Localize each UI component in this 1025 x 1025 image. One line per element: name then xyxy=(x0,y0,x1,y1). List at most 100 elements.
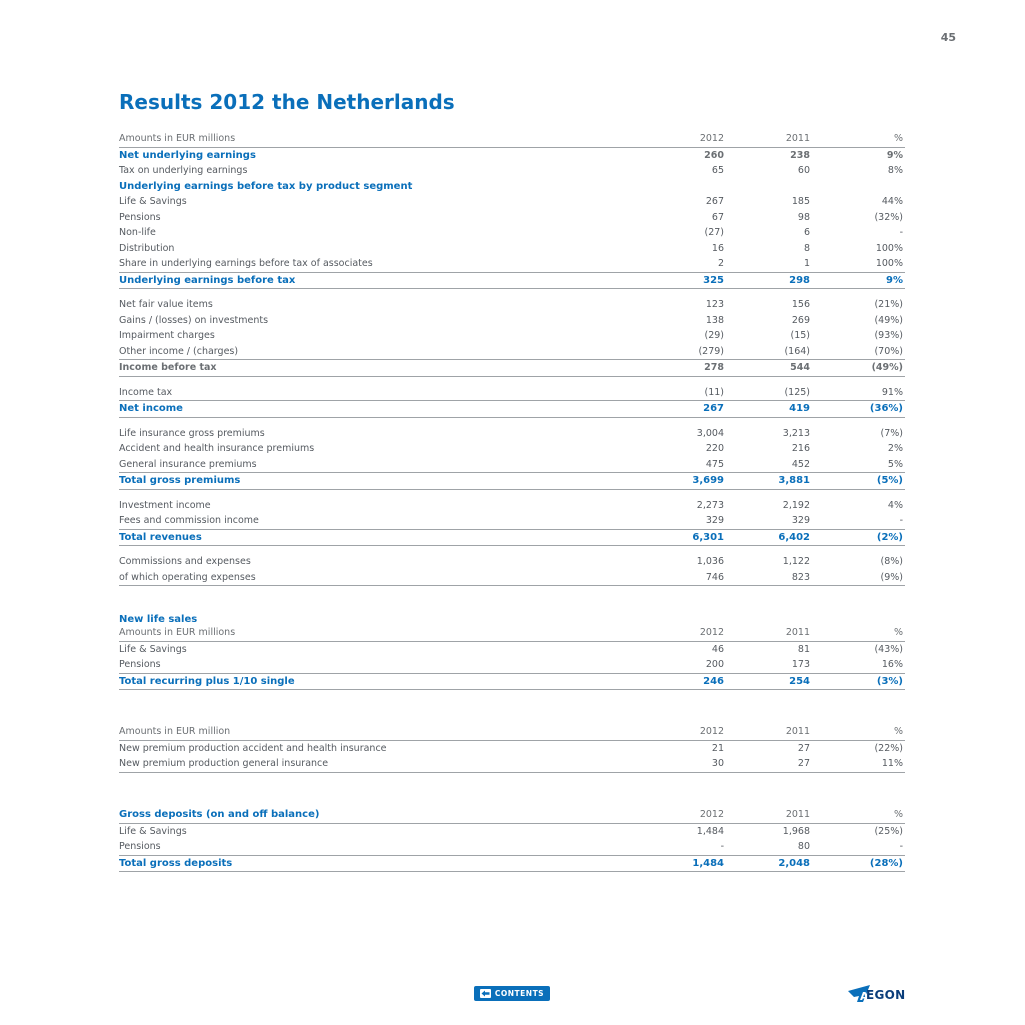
table-row-total: Total gross deposits 1,484 2,048 (28%) xyxy=(119,855,905,872)
row-2012: (279) xyxy=(639,343,724,360)
table-row: Pensions 200 173 16% xyxy=(119,657,905,674)
table-row: Life & Savings 1,484 1,968 (25%) xyxy=(119,823,905,839)
header-2011: 2011 xyxy=(724,807,810,824)
header-2012: 2012 xyxy=(639,131,724,148)
row-pct: (2%) xyxy=(810,529,905,546)
row-pct: (9%) xyxy=(810,569,905,586)
row-pct: - xyxy=(899,227,903,239)
row-2011: 269 xyxy=(791,314,810,326)
table-header-row: Amounts in EUR millions 2012 2011 % xyxy=(119,625,905,642)
row-label: Net fair value items xyxy=(119,299,213,311)
row-2012: - xyxy=(639,839,724,856)
table-header-row: Amounts in EUR million 2012 2011 % xyxy=(119,724,905,741)
row-2012: 21 xyxy=(711,742,724,754)
row-2012: 65 xyxy=(711,165,724,177)
row-2012: 278 xyxy=(639,359,724,377)
row-2011: (125) xyxy=(724,384,810,401)
results-table: Amounts in EUR millions 2012 2011 % Net … xyxy=(119,131,905,586)
table-row: Underlying earnings before tax by produc… xyxy=(119,179,905,195)
row-2011: 1 xyxy=(724,256,810,273)
row-2011: 80 xyxy=(724,839,810,856)
row-label: Net underlying earnings xyxy=(119,149,256,161)
row-2012: 220 xyxy=(705,443,724,455)
row-label: Income before tax xyxy=(119,359,639,377)
row-pct: 4% xyxy=(887,499,903,511)
row-label: Other income / (charges) xyxy=(119,343,639,360)
table-row: Accident and health insurance premiums 2… xyxy=(119,441,905,457)
row-2012: 30 xyxy=(639,756,724,773)
table-row: Distribution 16 8 100% xyxy=(119,241,905,257)
table-row-total: Underlying earnings before tax 325 298 9… xyxy=(119,272,905,289)
table-row: Pensions 67 98 (32%) xyxy=(119,210,905,226)
row-label: Accident and health insurance premiums xyxy=(119,443,315,455)
header-label: Gross deposits (on and off balance) xyxy=(119,807,639,824)
header-label: Amounts in EUR millions xyxy=(119,625,639,642)
header-label: Amounts in EUR million xyxy=(119,724,639,741)
row-label: Pensions xyxy=(119,211,161,223)
spacer-row xyxy=(119,376,905,385)
row-label: Non-life xyxy=(119,227,156,239)
row-pct: 11% xyxy=(810,756,905,773)
row-label: Life & Savings xyxy=(119,825,187,837)
row-pct: 44% xyxy=(881,196,903,208)
row-label: Share in underlying earnings before tax … xyxy=(119,256,639,273)
row-2012: (11) xyxy=(639,384,724,401)
table-row: Non-life (27) 6 - xyxy=(119,225,905,241)
header-2012: 2012 xyxy=(639,807,724,824)
row-2011: 3,213 xyxy=(782,427,810,439)
row-2012: 267 xyxy=(639,400,724,418)
header-2012: 2012 xyxy=(639,724,724,741)
table-row: Tax on underlying earnings 65 60 8% xyxy=(119,163,905,179)
contents-label: CONTENTS xyxy=(494,989,545,998)
row-2011: 6 xyxy=(803,227,810,239)
row-2012: 16 xyxy=(711,242,724,254)
table-header-row: Amounts in EUR millions 2012 2011 % xyxy=(119,131,905,148)
spacer-row xyxy=(119,489,905,498)
row-label: of which operating expenses xyxy=(119,569,639,586)
table-row: Gains / (losses) on investments 138 269 … xyxy=(119,313,905,329)
header-2011: 2011 xyxy=(724,724,810,741)
row-2011: 156 xyxy=(791,299,810,311)
row-2012: 2,273 xyxy=(696,499,724,511)
row-2011: 8 xyxy=(803,242,810,254)
row-label: Life insurance gross premiums xyxy=(119,427,265,439)
row-pct: 100% xyxy=(875,242,903,254)
row-pct: (36%) xyxy=(810,400,905,418)
row-pct: (32%) xyxy=(874,211,903,223)
row-2011: 419 xyxy=(724,400,810,418)
row-label: Total gross premiums xyxy=(119,472,639,490)
row-label: Total recurring plus 1/10 single xyxy=(119,673,639,690)
row-pct: (43%) xyxy=(874,643,903,655)
row-2011: 2,048 xyxy=(724,855,810,872)
row-2012: 67 xyxy=(711,211,724,223)
row-pct: 100% xyxy=(810,256,905,273)
table-row-total: Net income 267 419 (36%) xyxy=(119,400,905,418)
row-2011: 254 xyxy=(724,673,810,690)
row-label: Underlying earnings before tax by produc… xyxy=(119,180,413,192)
life-sales-title: New life sales xyxy=(119,614,198,625)
table-row-total: Total revenues 6,301 6,402 (2%) xyxy=(119,529,905,546)
contents-button[interactable]: CONTENTS xyxy=(474,986,550,1001)
row-label: Commissions and expenses xyxy=(119,556,251,568)
row-2012: 3,004 xyxy=(696,427,724,439)
row-2012: 138 xyxy=(705,314,724,326)
back-arrow-icon xyxy=(479,989,491,998)
row-2011: 173 xyxy=(724,657,810,674)
row-2011: 823 xyxy=(724,569,810,586)
row-label: General insurance premiums xyxy=(119,456,639,473)
spacer-row xyxy=(119,289,905,298)
logo-text: EGON xyxy=(866,988,906,1002)
table-row: Income tax (11) (125) 91% xyxy=(119,384,905,401)
row-2011: 6,402 xyxy=(724,529,810,546)
page-title: Results 2012 the Netherlands xyxy=(119,90,455,114)
row-2012: 3,699 xyxy=(639,472,724,490)
row-label: Total gross deposits xyxy=(119,855,639,872)
header-2011: 2011 xyxy=(724,625,810,642)
aegon-logo: A EGON xyxy=(848,985,906,1002)
row-pct: 9% xyxy=(886,149,903,161)
header-label: Amounts in EUR millions xyxy=(119,131,639,148)
row-label: Tax on underlying earnings xyxy=(119,165,248,177)
table-row: Investment income 2,273 2,192 4% xyxy=(119,498,905,514)
row-pct: (8%) xyxy=(880,556,903,568)
table-row: Impairment charges (29) (15) (93%) xyxy=(119,328,905,344)
